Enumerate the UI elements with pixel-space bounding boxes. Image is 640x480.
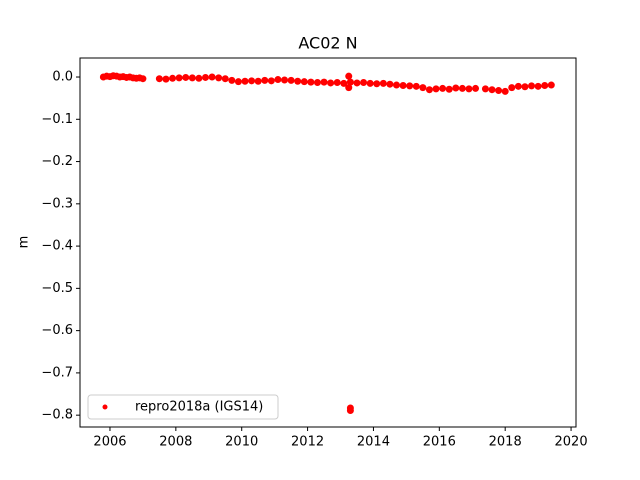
legend-marker <box>102 404 108 410</box>
point <box>320 78 328 86</box>
x-tick-label: 2006 <box>93 435 126 450</box>
point <box>353 79 361 87</box>
point <box>399 81 407 89</box>
point <box>412 82 420 90</box>
legend-label: repro2018a (IGS14) <box>135 400 263 415</box>
point <box>208 73 216 81</box>
point <box>182 73 190 81</box>
plot-frame <box>79 57 577 428</box>
point <box>501 87 509 95</box>
point <box>155 75 163 83</box>
y-tick-label: −0.5 <box>41 281 73 296</box>
chart-title: AC02 N <box>298 34 357 53</box>
y-tick-label: −0.8 <box>41 408 73 423</box>
point <box>432 85 440 93</box>
y-tick-label: −0.3 <box>41 196 73 211</box>
x-tick-label: 2016 <box>423 435 456 450</box>
point <box>360 79 368 87</box>
point <box>300 78 308 86</box>
point <box>481 85 489 93</box>
x-tick-label: 2018 <box>489 435 522 450</box>
point <box>419 84 427 92</box>
point <box>452 84 460 92</box>
point <box>215 74 223 82</box>
point <box>195 74 203 82</box>
x-tick-label: 2008 <box>159 435 192 450</box>
point <box>294 77 302 85</box>
point <box>393 81 401 89</box>
x-tick-label: 2010 <box>225 435 258 450</box>
y-tick-label: −0.6 <box>41 323 73 338</box>
point <box>241 77 249 85</box>
point <box>439 84 447 92</box>
point <box>514 82 522 90</box>
point <box>267 77 275 85</box>
point <box>458 84 466 92</box>
point <box>541 81 549 89</box>
point <box>508 84 516 92</box>
point <box>534 82 542 90</box>
x-tick-label: 2012 <box>291 435 324 450</box>
x-tick-label: 2020 <box>555 435 588 450</box>
point <box>248 77 256 85</box>
point <box>307 78 315 86</box>
point <box>175 74 183 82</box>
point <box>313 79 321 87</box>
legend-box <box>87 394 279 420</box>
point <box>366 79 374 87</box>
point <box>188 74 196 82</box>
x-tick-label: 2014 <box>357 435 390 450</box>
point <box>261 76 269 84</box>
y-tick-label: −0.4 <box>41 239 73 254</box>
point <box>327 79 335 87</box>
point <box>234 78 242 86</box>
point <box>139 75 147 83</box>
point <box>547 81 555 89</box>
point <box>169 74 177 82</box>
y-tick-label: −0.7 <box>41 365 73 380</box>
point <box>228 76 236 84</box>
point <box>274 76 282 84</box>
point <box>346 407 354 415</box>
point <box>373 80 381 88</box>
point <box>472 84 480 92</box>
point <box>281 76 289 84</box>
point <box>254 77 262 85</box>
point <box>379 79 387 87</box>
point <box>345 84 353 92</box>
y-tick-label: −0.2 <box>41 154 73 169</box>
point <box>406 82 414 90</box>
point <box>345 72 353 80</box>
y-tick-label: 0.0 <box>52 70 73 85</box>
point <box>162 75 170 83</box>
y-tick-label: −0.1 <box>41 112 73 127</box>
point <box>346 78 354 86</box>
point <box>201 73 209 81</box>
point <box>333 79 341 87</box>
point <box>425 86 433 94</box>
point <box>340 79 348 87</box>
point <box>386 80 394 88</box>
point <box>528 82 536 90</box>
y-axis-label: m <box>17 236 32 249</box>
point <box>521 83 529 91</box>
point <box>495 87 503 95</box>
point <box>488 86 496 94</box>
point <box>287 76 295 84</box>
point <box>465 85 473 93</box>
point <box>445 85 453 93</box>
point <box>221 75 229 83</box>
